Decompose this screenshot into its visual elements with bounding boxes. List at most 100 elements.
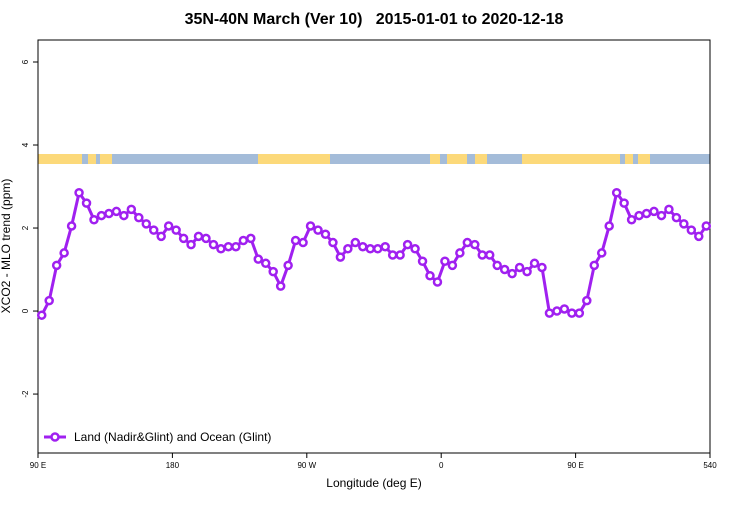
data-point [216, 244, 226, 254]
data-point [567, 308, 577, 318]
data-point [552, 306, 562, 316]
data-point [320, 229, 331, 240]
data-point [387, 250, 398, 260]
data-point [223, 241, 234, 252]
y-tick-label: 6 [21, 59, 30, 64]
data-point [66, 221, 77, 231]
data-point [111, 206, 122, 217]
data-point [365, 244, 376, 254]
data-point [462, 237, 473, 248]
data-point [134, 212, 144, 223]
x-axis-label: Longitude (deg E) [326, 476, 421, 490]
data-point [402, 239, 413, 250]
data-point [380, 241, 390, 252]
land-ocean-strip [38, 154, 710, 164]
data-point [148, 225, 159, 235]
data-point [141, 219, 152, 229]
data-point [492, 260, 502, 271]
data-point [425, 271, 435, 281]
x-tick-label: 180 [166, 461, 180, 470]
data-point [641, 208, 652, 219]
data-point [163, 221, 174, 231]
y-tick-label: -2 [21, 390, 30, 398]
data-point [589, 260, 600, 271]
data-point [596, 248, 607, 258]
data-point [104, 208, 114, 219]
data-point [350, 237, 361, 248]
data-point [275, 281, 286, 291]
data-point [455, 248, 465, 258]
data-point [36, 310, 47, 320]
data-point [59, 248, 69, 258]
data-point [290, 235, 301, 246]
data-point [51, 260, 62, 271]
data-point [686, 225, 697, 235]
data-point [395, 250, 405, 260]
data-point [522, 266, 532, 277]
data-point [671, 212, 682, 223]
x-tick-label: 0 [439, 461, 444, 470]
legend-label: Land (Nadir&Glint) and Ocean (Glint) [74, 430, 271, 444]
data-point [119, 210, 129, 221]
data-point [440, 256, 450, 266]
data-point [582, 295, 592, 306]
data-point [305, 221, 316, 231]
data-point [649, 206, 659, 217]
data-point [410, 244, 420, 254]
y-axis-label: XCO2 - MLO trend (ppm) [0, 179, 13, 314]
legend-marker [50, 432, 60, 442]
data-point [268, 266, 278, 277]
data-point [432, 277, 443, 287]
data-point [186, 239, 196, 250]
x-tick-label: 540 [703, 461, 717, 470]
data-point [208, 239, 219, 250]
data-point [74, 187, 84, 198]
data-point [611, 187, 622, 198]
data-point [514, 262, 525, 273]
data-point [447, 260, 458, 271]
data-point [313, 225, 323, 235]
plot-frame [37, 39, 711, 454]
data-point [694, 231, 704, 242]
data-point [544, 308, 555, 318]
data-point [619, 198, 629, 208]
data-point [529, 258, 540, 269]
data-point [417, 256, 428, 266]
data-point [679, 219, 689, 229]
x-tick-label: 90 E [30, 461, 46, 470]
x-tick-label: 90 E [567, 461, 583, 470]
data-point [44, 295, 54, 306]
data-point [96, 210, 107, 221]
data-point [559, 304, 570, 314]
data-point [574, 308, 585, 318]
data-point [283, 260, 293, 271]
data-point [358, 241, 368, 252]
data-point [604, 221, 614, 231]
y-tick-label: 0 [21, 308, 30, 313]
data-point [626, 214, 637, 225]
data-point [171, 225, 181, 235]
data-point [81, 198, 92, 208]
data-point [701, 221, 712, 231]
data-point [246, 233, 256, 244]
x-tick-label: 90 W [297, 461, 316, 470]
data-point [499, 264, 510, 275]
y-tick-label: 4 [21, 142, 30, 147]
y-tick-label: 2 [21, 225, 30, 230]
data-point [372, 244, 383, 254]
data-point [178, 233, 189, 244]
data-point [470, 239, 480, 250]
data-point [231, 241, 241, 252]
data-point [537, 262, 547, 273]
data-point [507, 268, 517, 279]
data-point [238, 235, 249, 246]
data-point [343, 244, 353, 254]
data-point [634, 210, 644, 221]
data-point [193, 231, 204, 242]
data-point [664, 204, 674, 215]
data-point [484, 250, 495, 260]
data-point [156, 231, 166, 242]
data-point [201, 233, 211, 244]
data-point [328, 237, 338, 248]
